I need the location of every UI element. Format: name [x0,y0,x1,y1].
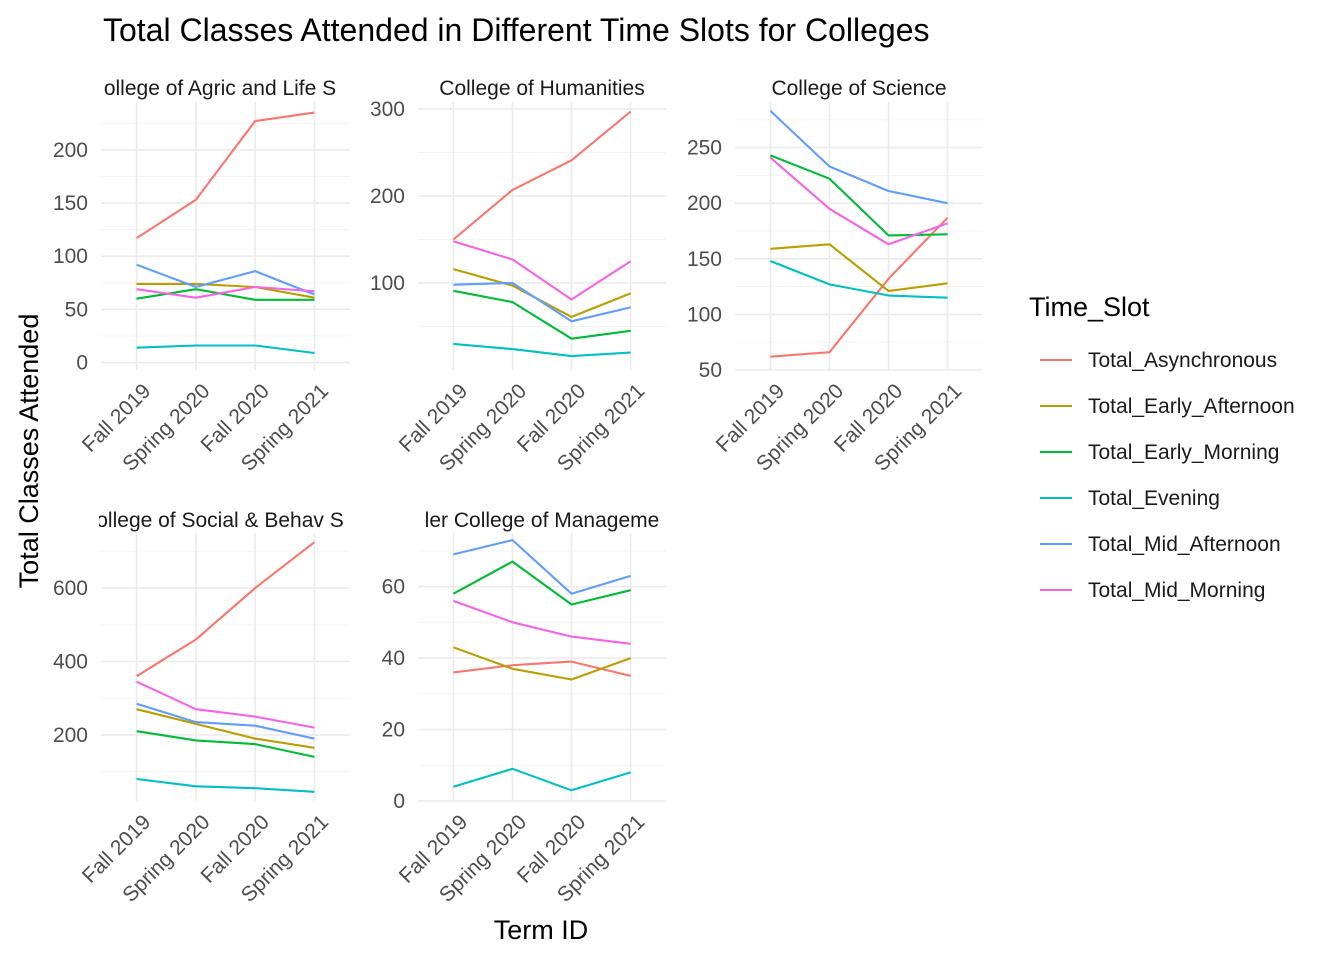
facet-title: College of Humanities [439,77,644,100]
series-line-total-mid-morning [769,156,948,246]
y-tick-label: 100 [53,245,88,268]
facet-title: ler College of Manageme [425,509,660,532]
legend-item-total-early-afternoon: Total_Early_Afternoon [1040,395,1295,418]
y-tick-label: 300 [370,98,405,121]
legend-label: Total_Mid_Afternoon [1088,533,1281,556]
y-tick-label: 40 [382,647,405,670]
series-line-total-early-morning [453,289,631,340]
series-line-total-early-morning [770,154,948,237]
y-tick-label: 600 [53,577,88,600]
series-line-total-evening [453,767,631,792]
series-line-total-early-morning [452,560,631,606]
legend: Time_Slot Total_Asynchronous Total_Early_… [1029,292,1295,602]
series-line-total-mid-afternoon [453,281,631,323]
series-line-total-evening [770,260,948,299]
y-tick-label: 20 [382,719,405,742]
y-tick-label: 200 [53,724,88,747]
series-line-total-mid-morning [453,599,631,645]
series-line-total-mid-afternoon [136,702,315,740]
series-line-total-asynchronous [136,541,316,678]
series-line-total-early-morning [136,730,315,758]
series-line-total-asynchronous [770,216,949,358]
legend-label: Total_Asynchronous [1088,349,1277,372]
facet-title: ollege of Social & Behav S [96,509,344,532]
y-tick-label: 0 [76,352,88,375]
chart-title: Total Classes Attended in Different Time… [103,12,929,48]
y-tick-label: 100 [687,303,722,326]
x-axis-title: Term ID [494,915,589,945]
y-tick-label: 60 [382,576,405,599]
series-line-total-mid-afternoon [453,539,631,595]
legend-label: Total_Early_Afternoon [1088,395,1295,418]
y-tick-label: 200 [370,185,405,208]
facet-title: ollege of Agric and Life S [104,77,336,100]
series-line-total-evening [136,777,315,793]
series-line-total-early-afternoon [136,708,315,749]
series-line-total-evening [453,342,631,358]
y-tick-label: 200 [687,192,722,215]
facet-title: College of Science [771,77,946,100]
y-tick-label: 50 [65,298,88,321]
y-tick-label: 150 [53,192,88,215]
legend-item-total-early-morning: Total_Early_Morning [1040,441,1279,464]
y-tick-label: 50 [699,359,722,382]
y-tick-label: 400 [53,650,88,673]
series-line-total-mid-morning [136,680,315,729]
series-line-total-mid-afternoon [769,110,948,205]
legend-label: Total_Evening [1088,487,1220,510]
series-line-total-mid-afternoon [136,263,315,296]
legend-title: Time_Slot [1029,292,1150,322]
series-line-total-early-afternoon [453,268,631,318]
series-line-total-asynchronous [452,110,632,241]
y-tick-label: 0 [393,790,405,813]
legend-label: Total_Mid_Morning [1088,579,1265,602]
series-line-total-early-afternoon [770,243,948,293]
series-line-total-evening [136,344,315,355]
y-axis-title: Total Classes Attended [14,314,44,589]
y-tick-label: 250 [687,137,722,160]
legend-label: Total_Early_Morning [1088,441,1279,464]
legend-item-total-evening: Total_Evening [1040,487,1220,510]
series-line-total-mid-morning [136,285,315,299]
y-tick-label: 100 [370,272,405,295]
series-line-total-early-afternoon [453,646,631,681]
legend-item-total-mid-afternoon: Total_Mid_Afternoon [1040,533,1281,556]
series-line-total-early-morning [136,288,315,301]
legend-item-total-mid-morning: Total_Mid_Morning [1040,579,1265,602]
series-line-total-early-afternoon [136,282,315,299]
y-tick-label: 200 [53,139,88,162]
y-tick-label: 150 [687,248,722,271]
series-line-total-asynchronous [136,111,315,239]
legend-item-total-asynchronous: Total_Asynchronous [1040,349,1277,372]
series-line-total-mid-morning [453,240,632,301]
